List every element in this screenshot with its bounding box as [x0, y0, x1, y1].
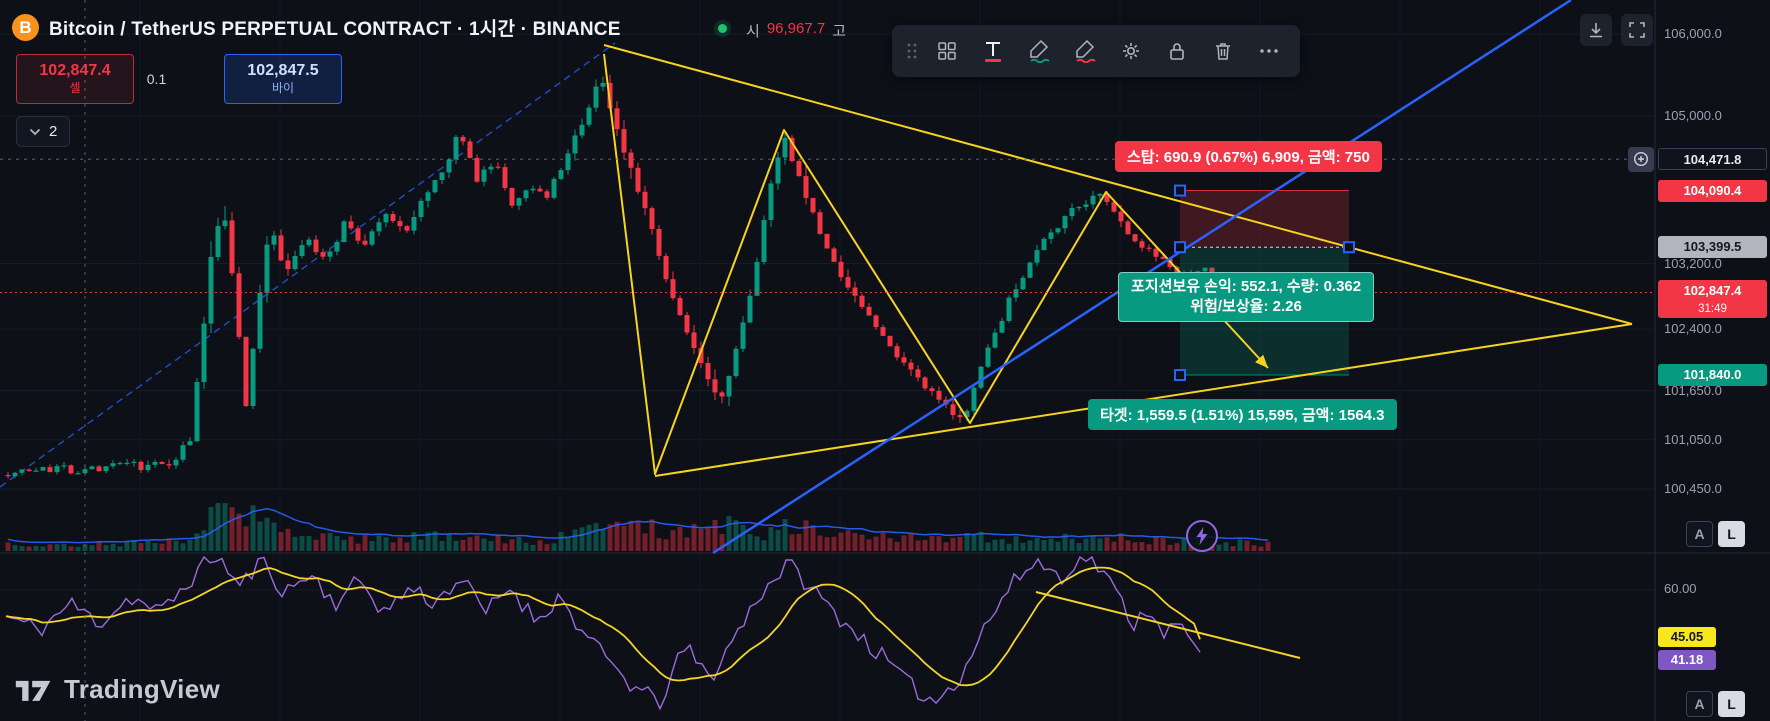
- auto-scale-button[interactable]: A: [1686, 691, 1713, 717]
- position-tool-handle[interactable]: [1343, 241, 1355, 254]
- indicator-count: 2: [49, 123, 58, 140]
- brush-red-icon: [1076, 39, 1096, 63]
- price-tick: 103,200.0: [1664, 255, 1722, 271]
- position-pnl-line: 포지션보유 손익: 552.1, 수량: 0.362: [1131, 278, 1362, 296]
- fullscreen-icon: [1629, 22, 1645, 38]
- buy-price: 102,847.5: [247, 62, 319, 80]
- layout-grid-icon: [938, 42, 956, 60]
- high-label: 고: [832, 23, 847, 40]
- order-buttons: 102,847.4 셀 0.1 102,847.5 바이: [16, 54, 342, 104]
- quick-trade-button[interactable]: [1186, 520, 1218, 552]
- auto-scale-button[interactable]: A: [1686, 521, 1713, 547]
- oscillator-scale-buttons: A L: [1686, 691, 1745, 717]
- stop-price-label: 104,090.4: [1658, 179, 1767, 202]
- symbol-header: B Bitcoin / TetherUS PERPETUAL CONTRACT …: [12, 14, 621, 41]
- open-value: 96,967.7: [766, 20, 826, 37]
- price-axis[interactable]: 106,000.0 105,000.0 103,200.0 102,400.0 101,…: [1655, 0, 1770, 721]
- toolbar-settings-gear[interactable]: [1108, 30, 1154, 72]
- position-tool-handle[interactable]: [1174, 369, 1186, 382]
- bitcoin-icon: B: [12, 14, 39, 41]
- price-tick: 102,400.0: [1664, 321, 1722, 337]
- toolbar-brush-red[interactable]: [1062, 30, 1108, 72]
- brush-green-icon: [1030, 39, 1050, 63]
- price-tick: 105,000.0: [1664, 108, 1722, 123]
- sell-caption: 셀: [69, 80, 81, 95]
- last-price-label: 102,847.4 31:49: [1658, 279, 1767, 318]
- sell-price: 102,847.4: [39, 62, 111, 80]
- chevron-down-icon: [29, 128, 41, 135]
- toolbar-lock[interactable]: [1154, 30, 1200, 72]
- ohlc-readout: 시 96,967.7 고: [746, 20, 846, 41]
- buy-caption: 바이: [271, 80, 295, 95]
- risk-reward-line: 위험/보상율: 2.26: [1190, 298, 1302, 316]
- add-alert-plus-button[interactable]: [1628, 146, 1654, 172]
- settings-gear-icon: [1123, 43, 1139, 59]
- plus-circle-icon: [1633, 152, 1649, 167]
- main-scale-buttons: A L: [1686, 521, 1745, 547]
- take-profit-label[interactable]: 타겟: 1,559.5 (1.51%) 15,595, 금액: 1564.3: [1088, 399, 1397, 431]
- connection-status-dot: [718, 24, 727, 33]
- trash-icon: [1216, 43, 1230, 60]
- drawing-toolbar: [892, 25, 1300, 77]
- download-icon: [1590, 23, 1602, 38]
- more-options-icon: [1260, 49, 1278, 53]
- symbol-title[interactable]: Bitcoin / TetherUS PERPETUAL CONTRACT · …: [49, 19, 621, 40]
- oscillator-purple-value: 41.18: [1658, 650, 1716, 670]
- tradingview-logo[interactable]: TradingView: [14, 674, 220, 705]
- quantity-value[interactable]: 0.1: [146, 71, 167, 87]
- open-label: 시: [746, 23, 760, 40]
- oscillator-pane: [5, 555, 1301, 711]
- oscillator-yellow-value: 45.05: [1658, 627, 1716, 647]
- oscillator-tick: 60.00: [1664, 581, 1697, 596]
- toolbar-brush-green[interactable]: [1016, 30, 1062, 72]
- crosshair-price-label: 104,471.8: [1658, 147, 1767, 170]
- stop-loss-label[interactable]: 스탑: 690.9 (0.67%) 6,909, 금액: 750: [1115, 140, 1382, 172]
- price-tick: 101,050.0: [1664, 431, 1722, 447]
- background-drawings: [0, 42, 616, 488]
- download-button[interactable]: [1580, 14, 1612, 46]
- text-tool-icon: [985, 42, 1001, 62]
- lock-icon: [1170, 43, 1184, 60]
- toolbar-drag-handle[interactable]: [900, 30, 924, 72]
- crosshair-layer: [0, 0, 1655, 721]
- toolbar-trash[interactable]: [1200, 30, 1246, 72]
- position-tool-handle[interactable]: [1174, 184, 1186, 197]
- toolbar-text-tool[interactable]: [970, 30, 1016, 72]
- indicator-collapse-toggle[interactable]: 2: [16, 116, 71, 147]
- candles-layer: [5, 74, 1271, 479]
- price-tick: 100,450.0: [1664, 481, 1722, 496]
- log-scale-button[interactable]: L: [1718, 521, 1745, 547]
- sell-button[interactable]: 102,847.4 셀: [16, 54, 134, 104]
- lightning-icon: [1196, 527, 1208, 545]
- buy-button[interactable]: 102,847.5 바이: [224, 54, 342, 104]
- drag-handle-icon: [907, 43, 917, 59]
- position-tool-handle[interactable]: [1174, 241, 1186, 254]
- tradingview-mark-icon: [15, 680, 51, 701]
- position-pnl-tooltip: 포지션보유 손익: 552.1, 수량: 0.362 위험/보상율: 2.26: [1118, 272, 1375, 323]
- target-price-label: 101,840.0: [1658, 364, 1767, 386]
- toolbar-layout-grid[interactable]: [924, 30, 970, 72]
- logo-text: TradingView: [64, 674, 220, 704]
- log-scale-button[interactable]: L: [1718, 691, 1745, 717]
- fullscreen-button[interactable]: [1621, 14, 1653, 46]
- volume-layer: [5, 503, 1271, 551]
- toolbar-more-options[interactable]: [1246, 30, 1292, 72]
- entry-price-label: 103,399.5: [1658, 236, 1767, 259]
- price-tick: 106,000.0: [1664, 26, 1722, 41]
- price-tick: 101,650.0: [1664, 382, 1722, 398]
